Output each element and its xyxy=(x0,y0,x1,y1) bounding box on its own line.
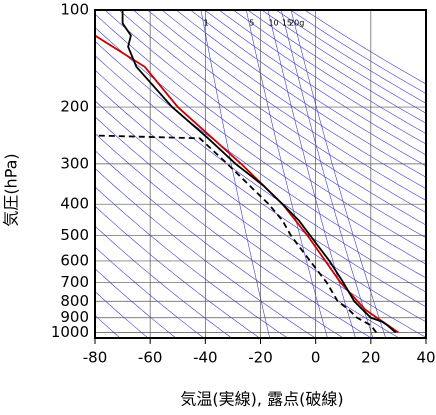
y-tick-label: 1000 xyxy=(51,323,89,341)
x-tick-label: -40 xyxy=(193,349,218,367)
y-tick-label: 200 xyxy=(60,98,89,116)
x-tick-label: 40 xyxy=(416,349,435,367)
y-tick-label: 700 xyxy=(60,273,89,291)
dry-adiabat xyxy=(105,10,436,338)
x-tick-label: 20 xyxy=(361,349,380,367)
y-axis-label: 気圧(hPa) xyxy=(2,153,21,226)
dry-adiabat xyxy=(290,10,436,338)
mixing-ratio-line xyxy=(201,10,270,338)
y-tick-label: 400 xyxy=(60,195,89,213)
y-tick-label: 300 xyxy=(60,154,89,172)
x-axis-label: 気温(実線), 露点(破線) xyxy=(180,390,343,409)
dry-adiabat xyxy=(0,10,204,338)
dry-adiabat xyxy=(176,10,436,338)
x-tick-label: -80 xyxy=(83,349,108,367)
dry-adiabat xyxy=(190,10,436,338)
dry-adiabat xyxy=(48,10,436,338)
dry-adiabat xyxy=(133,10,436,338)
mixing-ratio-label: 10 xyxy=(268,19,278,28)
mixing-ratio-line xyxy=(281,10,373,338)
y-tick-label: 600 xyxy=(60,251,89,269)
y-tick-label: 800 xyxy=(60,292,89,310)
mixing-ratio-label: 20g xyxy=(289,19,304,28)
mixing-ratio-label: 5 xyxy=(249,19,254,28)
dry-adiabat xyxy=(233,10,436,338)
dry-adiabat xyxy=(248,10,436,338)
mixing-ratio-line xyxy=(291,10,386,338)
dry-adiabat xyxy=(276,10,436,338)
profiles xyxy=(95,10,398,333)
dry-adiabat xyxy=(33,10,436,338)
profile-line xyxy=(95,136,376,333)
x-tick-label: 0 xyxy=(311,349,321,367)
profile-line xyxy=(123,10,396,333)
mixing-ratio-label: 1 xyxy=(204,19,209,28)
grid xyxy=(95,10,426,338)
dry-adiabat xyxy=(76,10,436,338)
dry-adiabat xyxy=(0,10,315,338)
dry-adiabat xyxy=(0,10,232,338)
y-tick-label: 100 xyxy=(60,1,89,19)
dry-adiabat xyxy=(0,10,343,338)
x-tick-label: -20 xyxy=(248,349,273,367)
dry-adiabat xyxy=(119,10,436,338)
dry-adiabat xyxy=(148,10,436,338)
y-tick-label: 500 xyxy=(60,226,89,244)
x-tick-label: -60 xyxy=(138,349,163,367)
dry-adiabat xyxy=(0,10,288,338)
